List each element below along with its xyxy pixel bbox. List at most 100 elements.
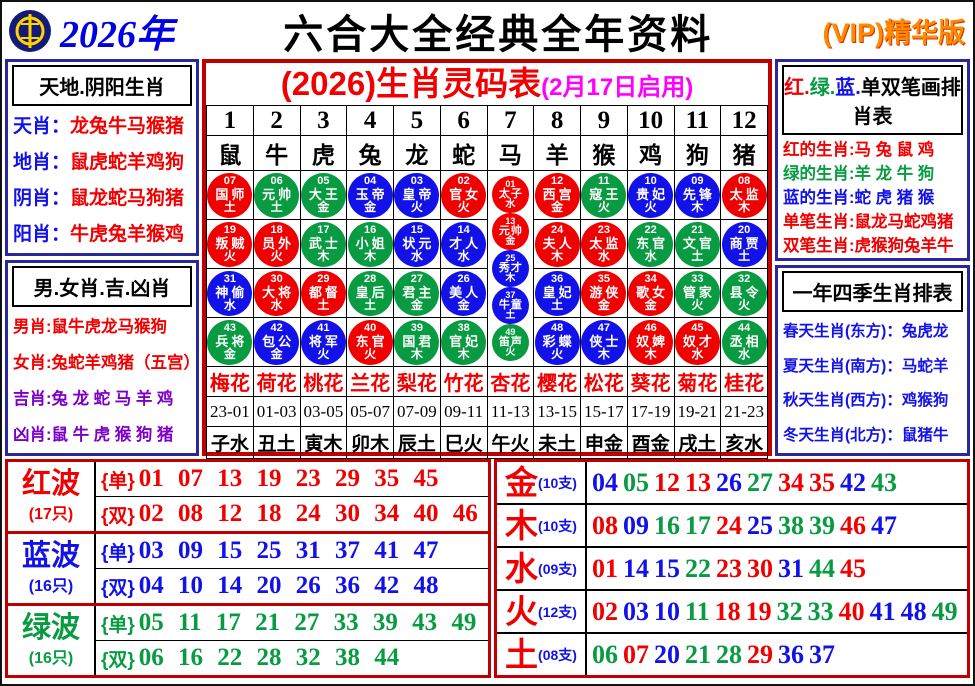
ball-element: 水 <box>644 249 657 264</box>
ball-cell: 41 将军火 <box>299 317 348 367</box>
num-cell: 9 <box>580 105 628 136</box>
branch-cell: 亥水 <box>720 426 768 459</box>
ball-number: 44 <box>738 322 751 335</box>
flower-cell: 菊花 <box>673 366 722 397</box>
panel-item: 男肖:鼠牛虎龙马猴狗 <box>13 313 191 337</box>
flower-cell: 梨花 <box>393 366 441 397</box>
ball-element: 火 <box>738 298 751 313</box>
flower-cell: 葵花 <box>626 366 675 397</box>
ball-cell: 08 太监木 <box>720 170 768 220</box>
ball-number: 47 <box>597 322 610 335</box>
ball-title: 将军 <box>308 333 341 349</box>
ball-element: 火 <box>410 200 423 215</box>
item-label: 阴肖： <box>13 188 71 210</box>
ball-cell: 14 才人水 <box>439 219 488 269</box>
ball-number: 06 <box>270 175 283 188</box>
ball-36: 36 皇妃土 <box>534 270 580 316</box>
color-stroke-box: 红.绿.蓝.单双笔画排肖表 红的生肖:马 兔 鼠 鸡绿的生肖:羊 龙 牛 狗蓝的… <box>775 59 970 261</box>
title-part: 绿. <box>809 77 836 99</box>
ball-cell: 27 君主金 <box>393 268 441 318</box>
right-sidebar: 红.绿.蓝.单双笔画排肖表 红的生肖:马 兔 鼠 鸡绿的生肖:羊 龙 牛 狗蓝的… <box>775 59 970 456</box>
ball-title: 元帅 <box>262 186 295 202</box>
zodiac-cell: 猪 <box>720 135 768 171</box>
ball-cell: 30 大将水 <box>252 268 301 318</box>
number-29: 29 <box>747 639 773 669</box>
ball-title: 太监 <box>589 235 622 251</box>
hour-cell: 03-05 <box>299 396 348 427</box>
box-title: 一年四季生肖排表 <box>782 271 963 312</box>
ball-number: 05 <box>317 175 330 188</box>
ball-title: 夫人 <box>542 235 575 251</box>
ball-cell: 11 寇王火 <box>580 170 628 220</box>
ball-element: 水 <box>738 347 751 362</box>
number-34: 34 <box>778 467 804 497</box>
ball-number: 04 <box>364 175 377 188</box>
panel-item: 绿的生肖:羊 龙 牛 狗 <box>783 160 962 184</box>
hour-row: 23-01 01-03 03-05 05-07 07-09 09-11 11-13 13-15… <box>206 396 768 427</box>
ball-title: 皇妃 <box>542 284 575 300</box>
number-15: 15 <box>654 553 680 583</box>
ball-title: 奴婢 <box>636 333 669 349</box>
ball-element: 水 <box>410 249 423 264</box>
item-value: 鼠龙蛇马狗猪 <box>70 188 185 210</box>
ball-element: 土 <box>223 200 236 215</box>
number-11: 11 <box>685 596 710 626</box>
item-value: 龙兔牛马猴猪 <box>70 116 185 138</box>
ball-22: 22 东官水 <box>628 221 674 267</box>
wave-count: (16只) <box>28 578 74 596</box>
ball-09: 09 先锋木 <box>674 172 720 218</box>
lingma-panel: (2026)生肖灵码表(2月17日启用) 1 2 3 4 5 6 7 8 9 10 11 12 鼠牛虎兔… <box>202 59 772 459</box>
ball-title: 先锋 <box>682 186 715 202</box>
ball-title: 太监 <box>729 186 762 202</box>
ball-cell: 36 皇妃土 <box>533 268 581 318</box>
ball-title: 太子 <box>498 187 523 200</box>
ball-20: 20 商贾土 <box>721 221 767 267</box>
item-value: 鼠虎蛇羊鸡狗 <box>70 152 185 174</box>
ball-title: 皇帝 <box>402 186 435 202</box>
ball-element: 金 <box>597 298 610 313</box>
number-07: 07 <box>623 639 649 669</box>
box-title: 红.绿.蓝.单双笔画排肖表 <box>782 65 963 135</box>
ball-number: 10 <box>644 175 657 188</box>
number-16: 16 <box>654 510 680 540</box>
ball-number: 41 <box>317 322 330 335</box>
panel-item: 女肖:兔蛇羊鸡猪（五宫） <box>13 349 200 373</box>
left-sidebar: 天地.阴阳生肖 天肖：龙兔牛马猴猪 地肖：鼠虎蛇羊鸡狗 阴肖：鼠龙蛇马狗猪 阳肖：牛虎… <box>5 59 200 456</box>
item-label: 阳肖： <box>13 224 71 246</box>
ball-cell: 28 皇后土 <box>346 268 394 318</box>
ball-title: 笛声 <box>498 335 523 348</box>
item-label: 女肖: <box>13 354 52 373</box>
item-label: 冬天生肖(北方)： <box>783 426 902 444</box>
zodiac-cell: 猴 <box>580 135 628 171</box>
ball-title: 员外 <box>262 235 295 251</box>
ball-number: 49 <box>505 326 516 337</box>
ball-number: 02 <box>457 175 470 188</box>
num-cell: 11 <box>673 105 722 136</box>
item-value: 兔虎龙 <box>901 323 949 341</box>
ball-element: 木 <box>691 200 704 215</box>
zodiac-cell: 马 <box>486 135 535 171</box>
ball-cell: 17 武士木 <box>299 219 348 269</box>
ball-title: 大将 <box>262 284 295 300</box>
year-label: 2026年 <box>60 14 175 56</box>
number-35: 35 <box>809 467 835 497</box>
ball-title: 玉帝 <box>355 186 388 202</box>
ball-element: 土 <box>738 249 751 264</box>
item-value: 鸡猴狗 <box>901 392 949 410</box>
ball-title: 奴才 <box>682 333 715 349</box>
ball-cell: 05 大王金 <box>299 170 348 220</box>
ball-element: 金 <box>410 298 423 313</box>
ball-cell: 35 游侠金 <box>580 268 628 318</box>
num-cell: 8 <box>533 105 581 136</box>
parity-tag: {单} <box>101 542 135 564</box>
item-value: 鼠牛虎龙马猴狗 <box>51 318 168 337</box>
hour-cell: 17-19 <box>626 396 675 427</box>
flower-cell: 荷花 <box>252 366 301 397</box>
page-title: 六合大全经典全年资料 <box>283 12 714 57</box>
panel-item: 蓝的生肖:蛇 虎 猪 猴 <box>783 184 962 208</box>
panel-item: 双笔生肖:虎猴狗兔羊牛 <box>783 232 962 256</box>
ball-01: 01 太子水 <box>491 176 529 213</box>
element-label: 水 (09支) <box>497 548 587 589</box>
ball-number: 45 <box>691 322 704 335</box>
ball-element: 火 <box>457 200 470 215</box>
